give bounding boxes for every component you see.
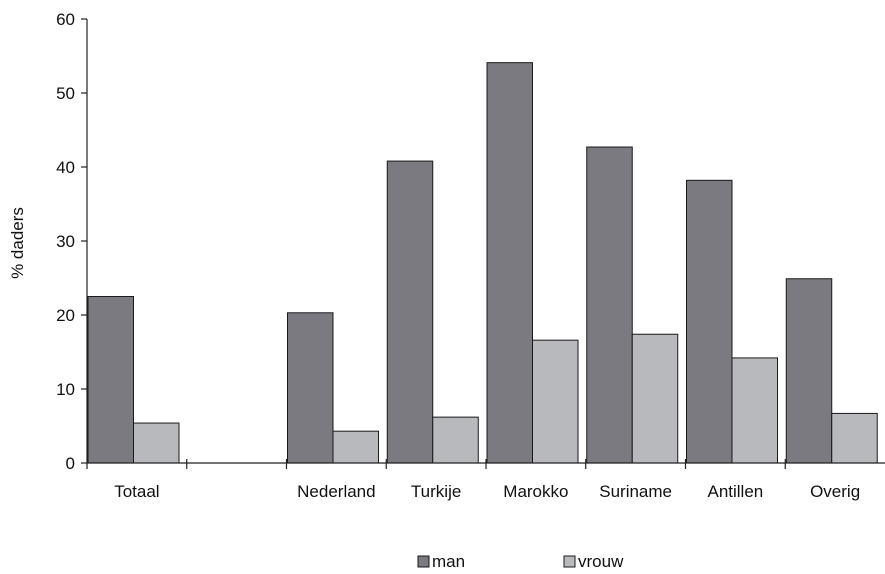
legend: man vrouw (417, 552, 624, 571)
bar-vrouw-Turkije (432, 416, 479, 464)
x-category-label-5: Suriname (599, 482, 672, 501)
x-category-label-4: Marokko (503, 482, 568, 501)
legend-swatch-man (417, 555, 430, 568)
bar-vrouw-Overig (831, 412, 878, 464)
bar-vrouw-Nederland (332, 430, 379, 464)
legend-swatch-vrouw (563, 555, 576, 568)
y-tick-label-5: 50 (56, 84, 75, 103)
bar-man-Antillen (686, 179, 733, 464)
bar-man-Totaal (87, 296, 134, 464)
legend-label-vrouw: vrouw (578, 552, 624, 571)
x-axis-ticks: Totaal Nederland Turkije Marokko Suriname Ant… (114, 459, 860, 501)
y-tick-label-2: 20 (56, 306, 75, 325)
y-tick-label-0: 0 (66, 454, 75, 473)
bar-man-Nederland (287, 312, 334, 464)
y-axis-ticks: 0 10 20 30 40 50 60 (56, 10, 87, 473)
x-category-label-3: Turkije (411, 482, 461, 501)
bar-vrouw-Antillen (731, 357, 778, 464)
legend-label-man: man (432, 552, 465, 571)
bar-man-Overig (785, 278, 833, 464)
bar-vrouw-Totaal (133, 422, 180, 464)
x-category-label-7: Overig (810, 482, 860, 501)
x-category-label-6: Antillen (707, 482, 763, 501)
bar-man-Turkije (386, 160, 434, 464)
bars-layer (87, 62, 878, 464)
y-tick-label-4: 40 (56, 158, 75, 177)
bar-man-Marokko (486, 62, 533, 464)
bar-man-Suriname (586, 146, 633, 464)
y-tick-label-3: 30 (56, 232, 75, 251)
bar-vrouw-Marokko (532, 339, 579, 464)
y-axis-label: % daders (8, 207, 27, 279)
bar-vrouw-Suriname (631, 333, 679, 464)
x-category-label-2: Nederland (297, 482, 375, 501)
y-tick-label-1: 10 (56, 380, 75, 399)
x-category-label-0: Totaal (114, 482, 159, 501)
y-tick-label-6: 60 (56, 10, 75, 29)
